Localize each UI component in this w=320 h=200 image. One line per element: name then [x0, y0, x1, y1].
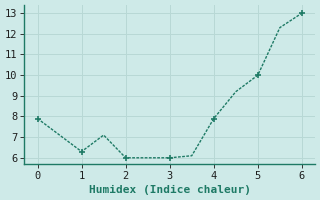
X-axis label: Humidex (Indice chaleur): Humidex (Indice chaleur) — [89, 185, 251, 195]
